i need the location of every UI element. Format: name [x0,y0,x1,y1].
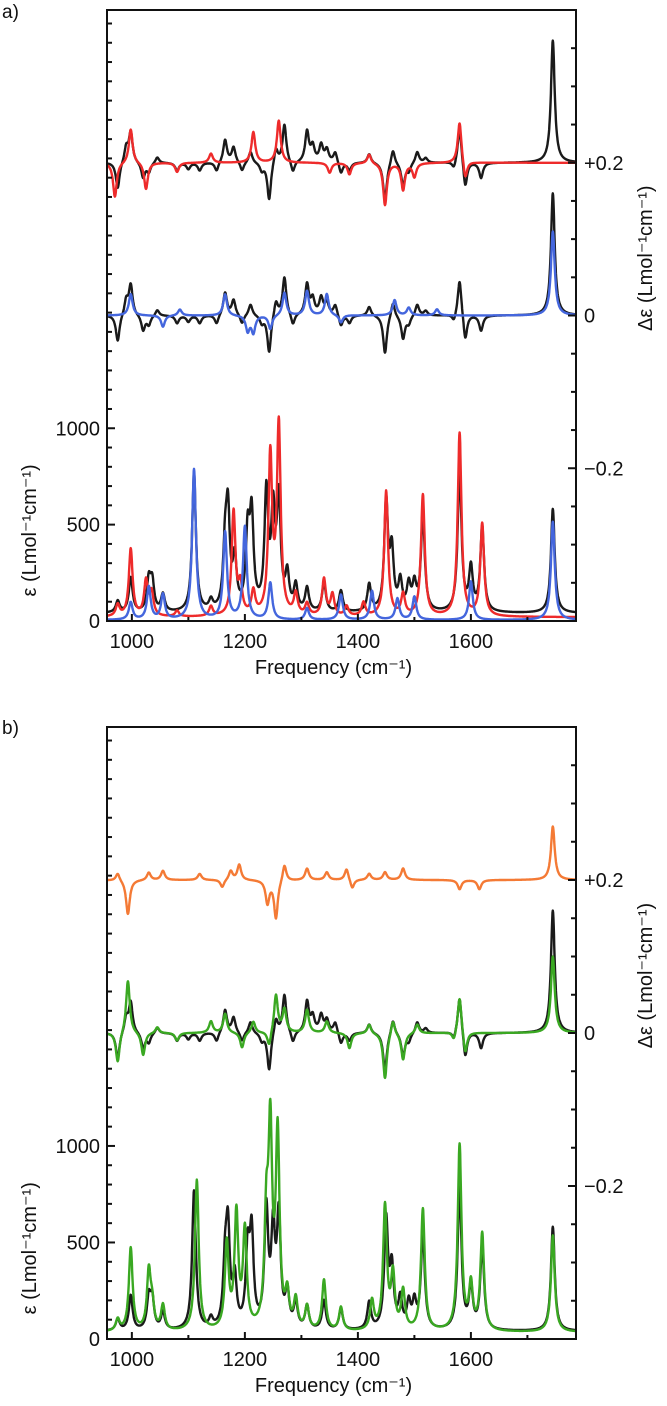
left-tick-label: 1000 [56,1136,101,1158]
x-tick-label: 1600 [449,1349,494,1371]
right-tick-label: +0.2 [584,153,623,175]
left-axis-label: ε (Lmol⁻¹cm⁻¹) [19,1182,41,1314]
x-tick-label: 1400 [336,1349,381,1371]
vcd-spectrum-line-2 [107,825,576,920]
x-tick-label: 1000 [110,631,155,653]
x-axis-label: Frequency (cm⁻¹) [255,1375,412,1397]
right-tick-label: −0.2 [584,458,623,480]
left-tick-label: 0 [89,1329,100,1351]
panel-label: b) [2,718,19,739]
x-tick-label: 1600 [449,631,494,653]
left-axis-label: ε (Lmol⁻¹cm⁻¹) [19,464,41,596]
chart-panel-b: b) 1000 1200 1400 1600 Frequency (cm⁻¹) 0 500 10… [2,718,657,1397]
x-axis-label: Frequency (cm⁻¹) [255,657,412,679]
left-tick-label: 1000 [56,418,101,440]
right-axis-label: Δε (Lmol⁻¹cm⁻¹) [635,185,657,331]
panel-label: a) [2,2,19,23]
x-tick-label: 1400 [336,631,381,653]
chart-panel-a: a) 1000 1200 1400 1600 Frequency (cm⁻¹) 0 500 10… [2,2,657,679]
x-tick-label: 1000 [110,1349,155,1371]
vcd-spectrum-line-3 [107,39,576,202]
x-tick-label: 1200 [223,1349,268,1371]
vcd-spectrum-line-4 [107,119,576,207]
vcd-spectrum-line-5 [107,192,576,354]
ir-spectrum-line-1 [107,415,576,619]
right-tick-label: 0 [584,306,595,328]
vcd-spectrum-line-6 [107,230,576,336]
left-tick-label: 500 [67,515,100,537]
vcd-spectrum-line-3 [107,909,576,1072]
right-axis-label: Δε (Lmol⁻¹cm⁻¹) [635,903,657,1049]
left-tick-label: 500 [67,1232,100,1254]
ir-spectrum-line-2 [107,467,576,621]
right-tick-label: −0.2 [584,1176,623,1198]
x-tick-label: 1200 [223,631,268,653]
ir-spectrum-line-1 [107,1097,576,1333]
ir-spectrum-line-0 [107,466,576,614]
right-tick-label: 0 [584,1023,595,1045]
vcd-spectrum-line-4 [107,955,576,1080]
left-tick-label: 0 [89,611,100,633]
right-tick-label: +0.2 [584,870,623,892]
